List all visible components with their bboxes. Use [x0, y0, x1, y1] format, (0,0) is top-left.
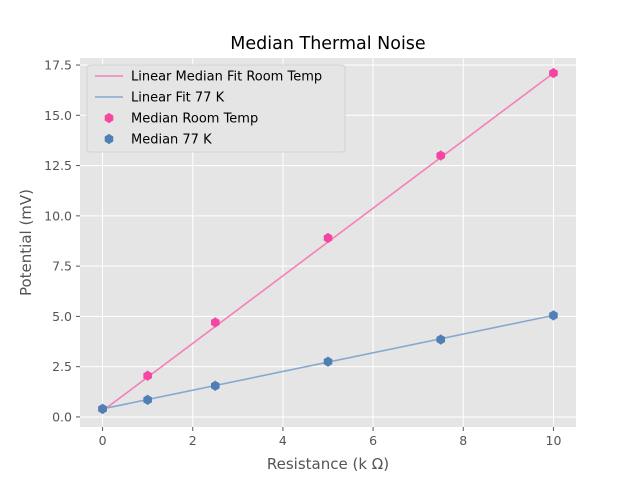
x-tick-label: 10 [546, 433, 562, 448]
y-tick-label: 0.0 [52, 409, 72, 424]
legend-hexagon-room-temp [104, 113, 114, 123]
data-point-room-temp [549, 68, 558, 79]
data-point-77k [549, 310, 558, 321]
data-point-77k [98, 403, 107, 414]
data-point-77k [143, 394, 152, 405]
axis-ticks: 0 2 4 6 8 10 0.0 2.5 5.0 7.5 10.0 12.5 15.0 17.5 [44, 58, 561, 448]
x-tick-label: 8 [459, 433, 467, 448]
data-point-room-temp [143, 370, 152, 381]
legend-marker-77k [104, 134, 114, 144]
data-points [98, 68, 558, 414]
x-axis-label: Resistance (k Ω) [267, 455, 389, 473]
legend: Linear Median Fit Room Temp Linear Fit 7… [86, 64, 346, 153]
legend-label-fit-room-temp: Linear Median Fit Room Temp [131, 70, 322, 85]
data-point-room-temp [323, 232, 333, 243]
y-tick-label: 2.5 [52, 359, 72, 374]
x-tick-label: 0 [99, 433, 107, 448]
y-tick-label: 12.5 [44, 158, 72, 173]
x-tick-label: 6 [369, 433, 377, 448]
legend-label-room-temp: Median Room Temp [131, 112, 258, 127]
data-point-77k [436, 334, 446, 345]
data-point-77k [210, 380, 220, 391]
y-tick-label: 15.0 [44, 108, 72, 123]
legend-hexagon-77k [104, 134, 114, 144]
data-point-77k [323, 356, 333, 367]
y-tick-label: 5.0 [52, 309, 72, 324]
legend-label-fit-77k: Linear Fit 77 K [131, 91, 225, 106]
legend-box [86, 64, 346, 153]
x-tick-label: 2 [189, 433, 197, 448]
data-point-room-temp [210, 317, 220, 328]
y-tick-label: 10.0 [44, 208, 72, 223]
y-tick-label: 17.5 [44, 58, 72, 73]
legend-label-77k: Median 77 K [131, 133, 212, 148]
data-point-room-temp [436, 150, 446, 161]
y-tick-label: 7.5 [52, 259, 72, 274]
x-tick-label: 4 [279, 433, 287, 448]
chart-title: Median Thermal Noise [230, 34, 425, 54]
y-axis-label: Potential (mV) [17, 189, 35, 296]
legend-marker-room-temp [104, 113, 114, 123]
